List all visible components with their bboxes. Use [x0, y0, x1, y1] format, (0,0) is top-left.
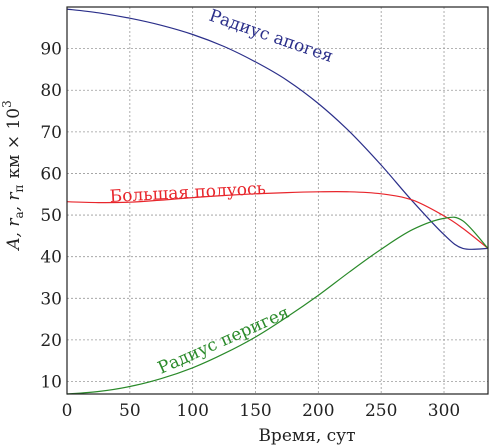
y-tick-10: 10 [40, 373, 62, 393]
y-axis-label-sub-p: п [12, 184, 26, 192]
label-semimajor-axis: Большая полуось [109, 179, 266, 207]
x-tick-150: 150 [239, 401, 271, 421]
x-tick-50: 50 [119, 401, 141, 421]
y-axis-label-sup: 3 [0, 100, 14, 108]
x-tick-200: 200 [302, 401, 334, 421]
label-apogee: Радиус апогея [206, 6, 335, 67]
series-semimajor-axis-line [66, 190, 489, 249]
x-tick-0: 0 [62, 401, 73, 421]
y-axis-label: A, rа, rп км × 103 [0, 100, 26, 252]
x-tick-300: 300 [428, 401, 460, 421]
y-tick-labels: 10 20 30 40 50 60 70 80 90 [40, 40, 62, 393]
y-axis-label-mid: , r [4, 192, 24, 212]
x-tick-100: 100 [176, 401, 208, 421]
y-tick-60: 60 [40, 164, 62, 184]
y-tick-30: 30 [40, 289, 62, 309]
y-tick-80: 80 [40, 81, 62, 101]
y-axis-label-units: км × 10 [4, 108, 24, 179]
x-tick-250: 250 [365, 401, 397, 421]
plot-frame [66, 6, 489, 395]
x-tick-labels: 0 50 100 150 200 250 300 [62, 401, 461, 421]
y-tick-20: 20 [40, 331, 62, 351]
y-tick-40: 40 [40, 248, 62, 268]
series-apogee-line [66, 8, 489, 250]
label-perigee: Радиус перигея [155, 303, 293, 379]
y-tick-70: 70 [40, 123, 62, 143]
series-lines [66, 8, 489, 395]
y-axis-label-sub-a: а [12, 211, 26, 218]
x-axis-label: Время, сут [258, 426, 355, 446]
y-tick-90: 90 [40, 40, 62, 60]
series-perigee-line [66, 216, 489, 395]
y-axis-label-main: A, r [4, 218, 24, 252]
grid-lines [67, 7, 488, 394]
y-tick-50: 50 [40, 206, 62, 226]
